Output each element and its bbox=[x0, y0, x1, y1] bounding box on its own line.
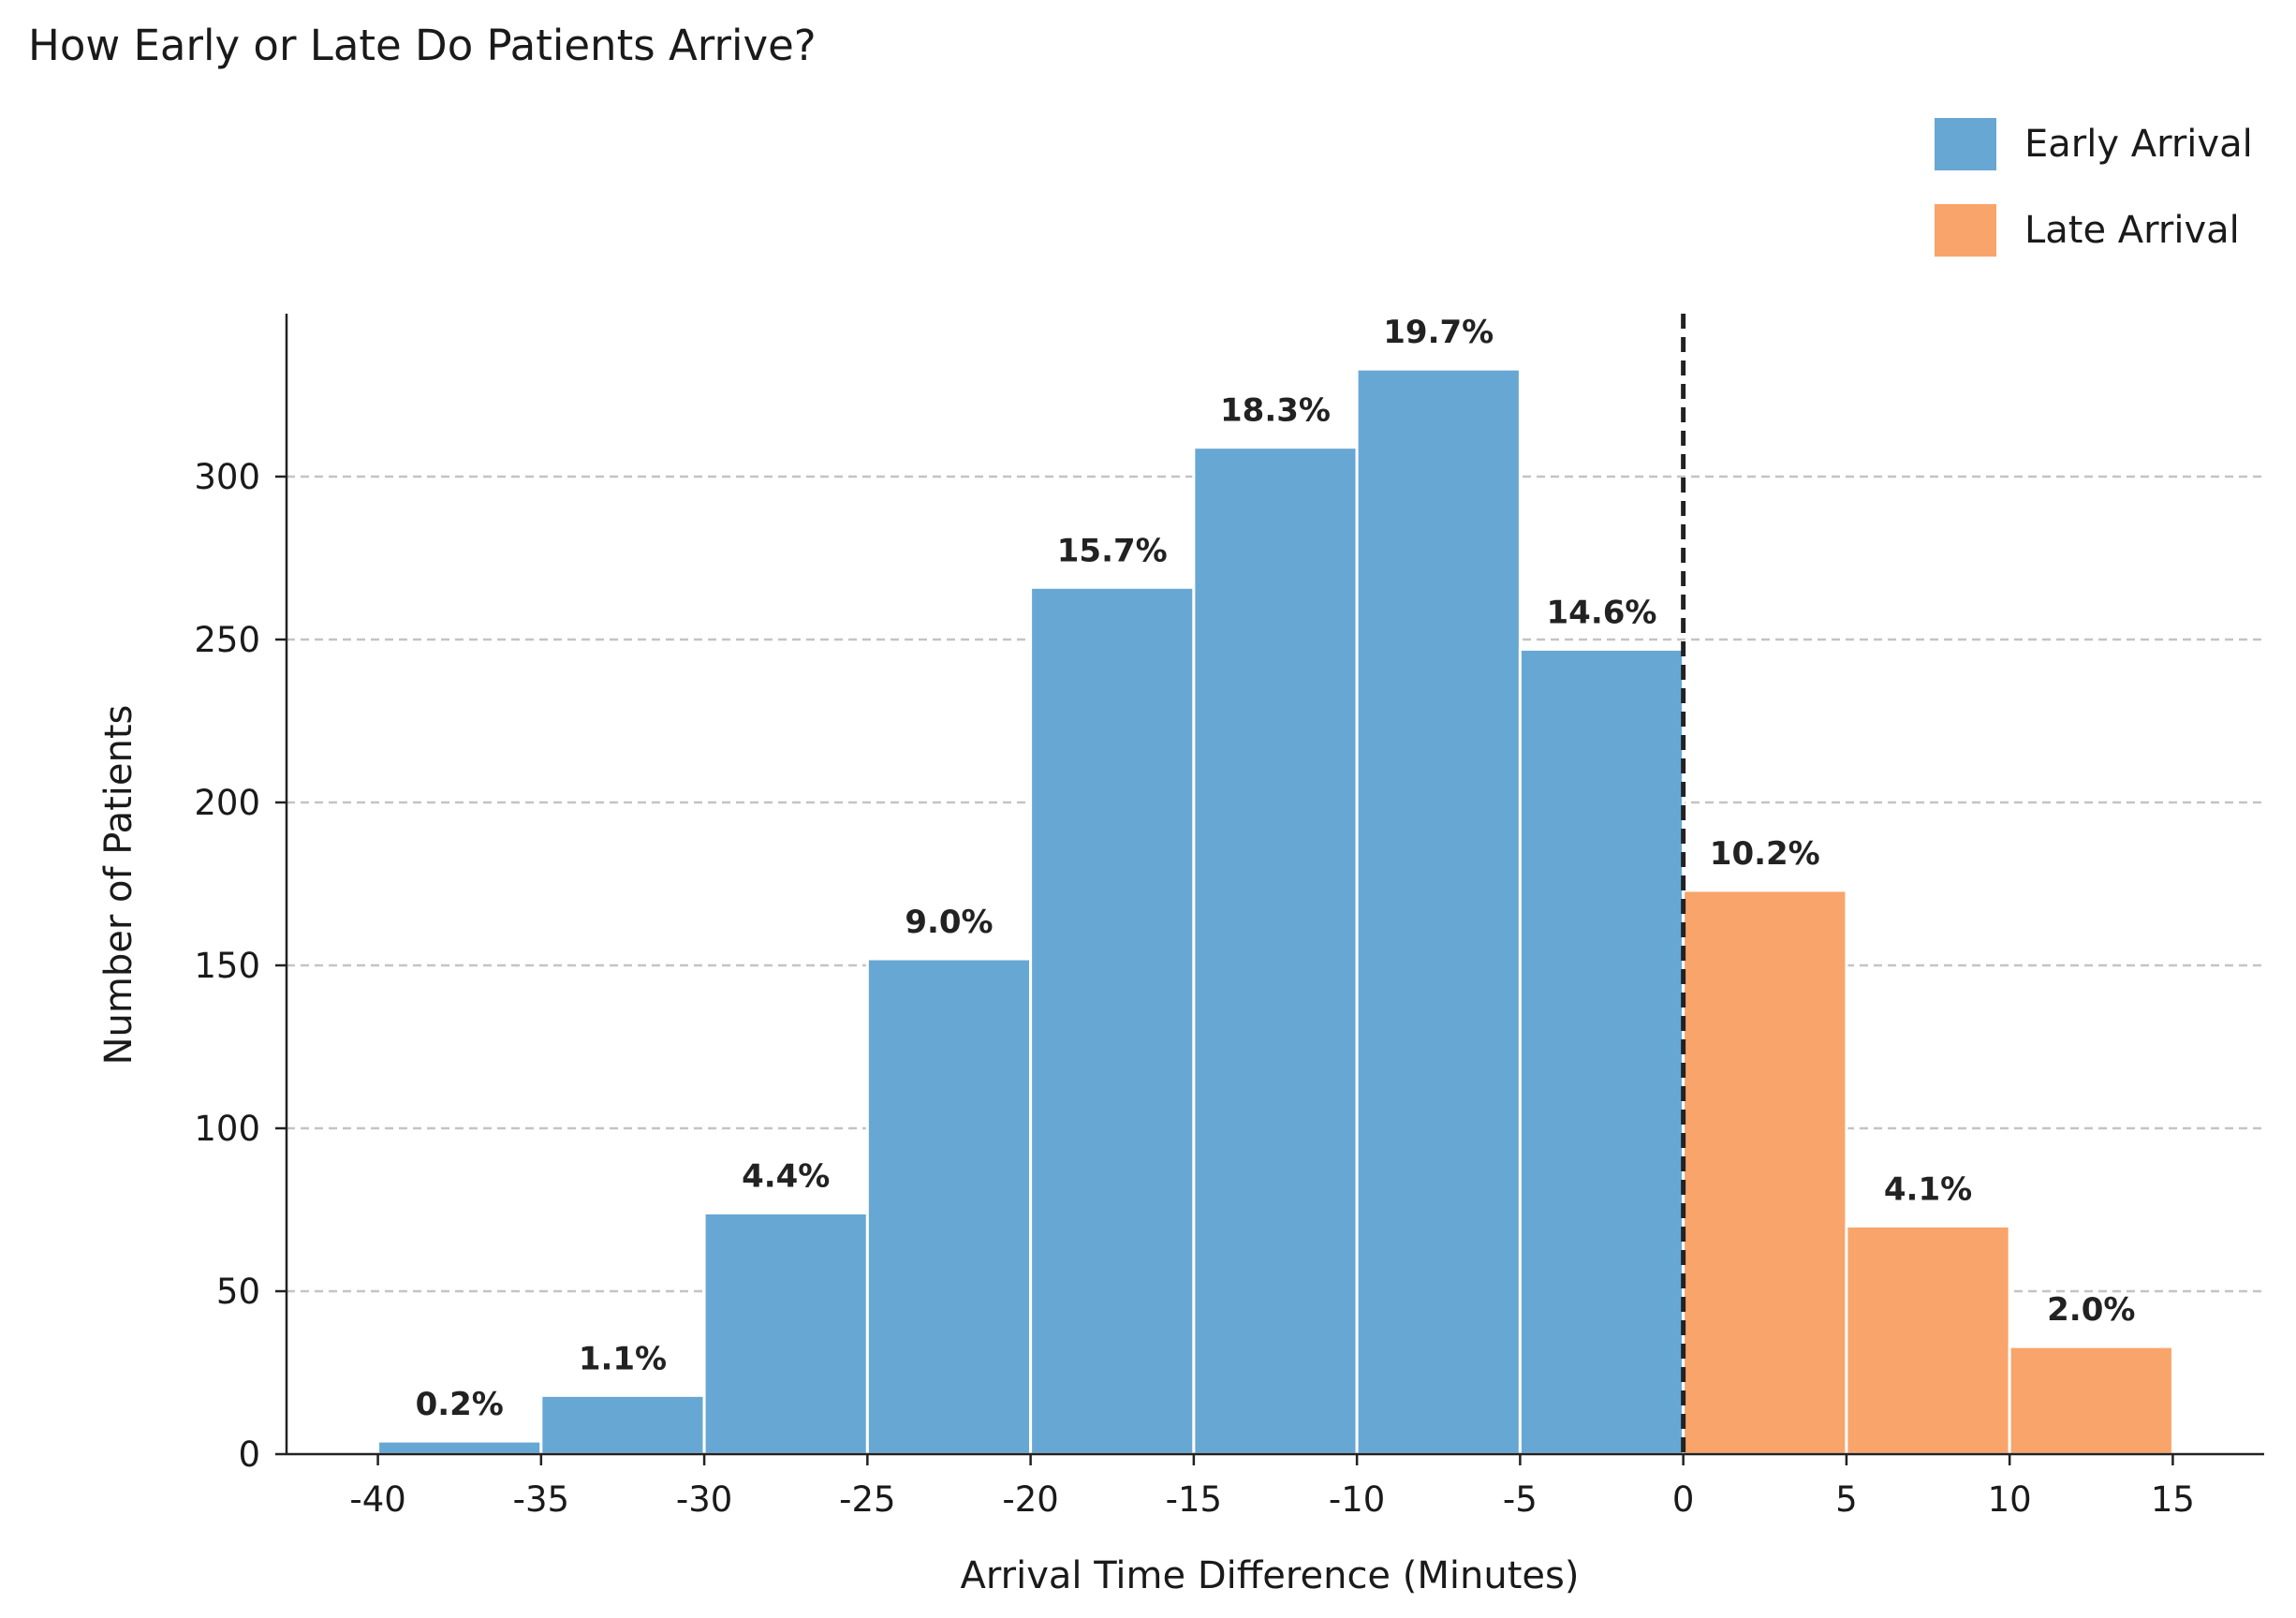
bar-value-label: 14.6% bbox=[1547, 594, 1657, 631]
y-tick-label: 50 bbox=[216, 1272, 260, 1312]
legend: Early Arrival Late Arrival bbox=[1935, 118, 2253, 290]
histogram-bar bbox=[2008, 1345, 2174, 1456]
x-tick-label: -25 bbox=[839, 1479, 895, 1520]
x-tick-label: 0 bbox=[1672, 1479, 1695, 1520]
data-labels: 0.2% 1.1% 4.4% 9.0% 15.7% 18.3% 19.7% 14.6% 10.2… bbox=[416, 314, 2136, 1423]
bar-value-label: 4.1% bbox=[1884, 1170, 1972, 1208]
x-tick-label: -20 bbox=[1002, 1479, 1058, 1520]
x-tick-label: -30 bbox=[676, 1479, 732, 1520]
histogram-bar bbox=[865, 957, 1033, 1456]
histogram-bar bbox=[1518, 647, 1685, 1456]
x-tick-label: 10 bbox=[1988, 1479, 2032, 1520]
legend-item-early: Early Arrival bbox=[1935, 118, 2253, 170]
bar-value-label: 4.4% bbox=[742, 1157, 830, 1195]
bar-value-label: 18.3% bbox=[1220, 392, 1331, 430]
y-axis-label: Number of Patients bbox=[97, 705, 140, 1066]
bar-value-label: 10.2% bbox=[1710, 835, 1820, 873]
legend-label-early: Early Arrival bbox=[2024, 123, 2253, 166]
histogram-bar bbox=[702, 1211, 869, 1456]
legend-swatch-late bbox=[1935, 204, 1996, 257]
histogram-bar bbox=[1845, 1224, 2011, 1456]
x-tick-label: -5 bbox=[1503, 1479, 1538, 1520]
bar-value-label: 0.2% bbox=[416, 1386, 504, 1423]
histogram-bar bbox=[1682, 889, 1848, 1456]
x-tick-label: 5 bbox=[1835, 1479, 1858, 1520]
bar-value-label: 19.7% bbox=[1383, 314, 1494, 351]
x-tick-label: -10 bbox=[1329, 1479, 1385, 1520]
chart-title: How Early or Late Do Patients Arrive? bbox=[28, 21, 817, 70]
axes: -40 -35 -30 -25 -20 -15 -10 -5 0 5 10 1505010015020… bbox=[194, 314, 2264, 1520]
y-tick-label: 250 bbox=[194, 620, 260, 660]
histogram-bar bbox=[376, 1439, 543, 1456]
legend-label-late: Late Arrival bbox=[2024, 209, 2240, 252]
y-tick-label: 300 bbox=[194, 457, 260, 497]
bar-value-label: 15.7% bbox=[1057, 532, 1168, 569]
x-tick-label: -15 bbox=[1166, 1479, 1222, 1520]
y-tick-label: 100 bbox=[194, 1109, 260, 1149]
histogram-bar bbox=[1355, 367, 1522, 1456]
histogram-bar bbox=[539, 1393, 706, 1456]
y-tick-label: 0 bbox=[238, 1434, 260, 1475]
bars bbox=[376, 367, 2174, 1456]
bar-value-label: 1.1% bbox=[579, 1340, 667, 1377]
x-axis-label: Arrival Time Difference (Minutes) bbox=[961, 1554, 1580, 1597]
legend-item-late: Late Arrival bbox=[1935, 204, 2253, 257]
y-tick-label: 200 bbox=[194, 783, 260, 823]
bar-value-label: 2.0% bbox=[2047, 1291, 2135, 1329]
bar-value-label: 9.0% bbox=[905, 904, 993, 941]
x-tick-label: 15 bbox=[2151, 1479, 2195, 1520]
y-tick-label: 150 bbox=[194, 946, 260, 986]
histogram-bar bbox=[1192, 446, 1359, 1456]
x-tick-label: -35 bbox=[513, 1479, 569, 1520]
legend-swatch-early bbox=[1935, 118, 1996, 170]
x-tick-label: -40 bbox=[349, 1479, 405, 1520]
histogram-bar bbox=[1029, 585, 1196, 1456]
